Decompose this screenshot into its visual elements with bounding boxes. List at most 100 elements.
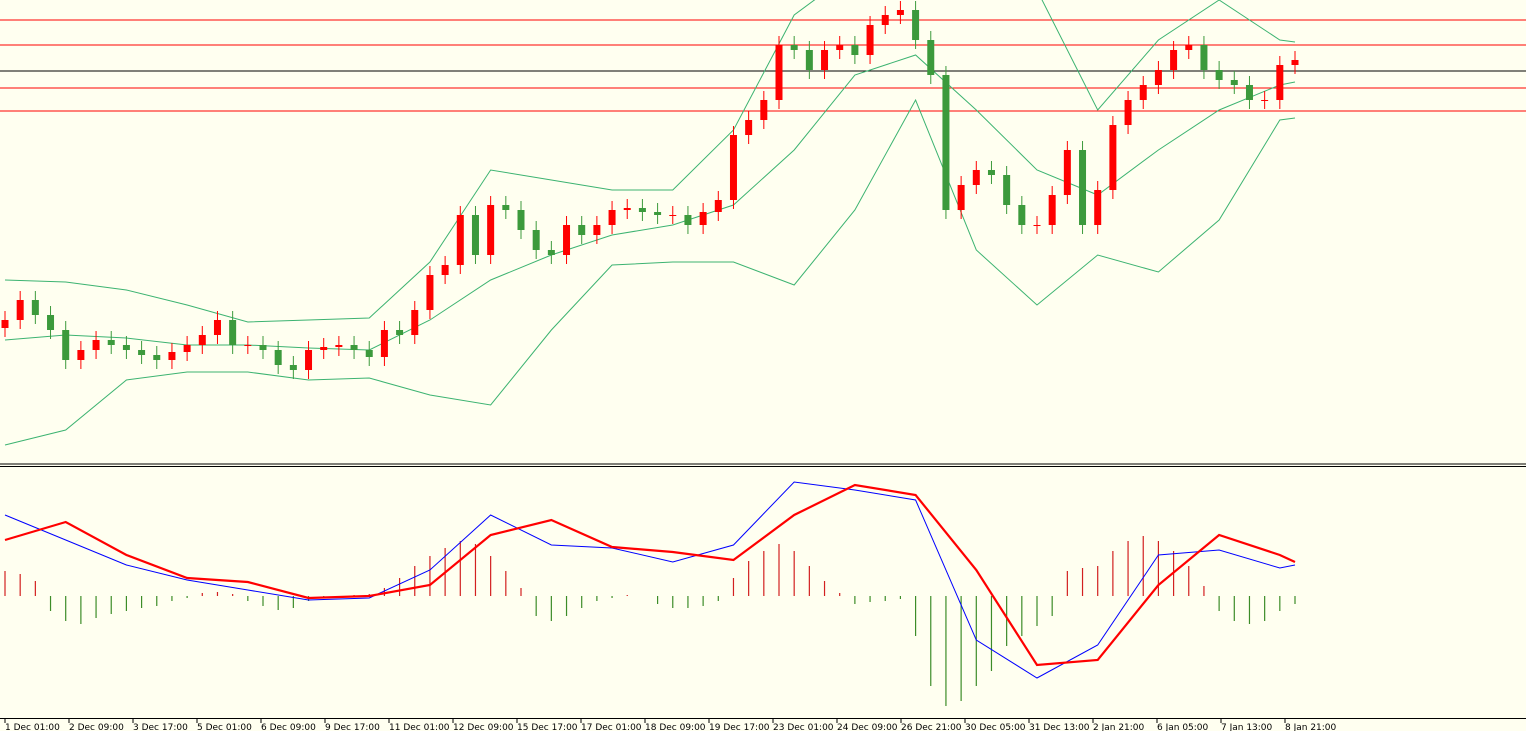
time-label: 5 Dec 01:00 (197, 723, 252, 731)
candle-body (1048, 195, 1056, 225)
price-panel (0, 0, 1526, 446)
candle-body (441, 265, 449, 275)
candle-body (699, 212, 707, 225)
candle-body (471, 215, 479, 255)
macd-line (4, 481, 1296, 679)
candle-body (1094, 190, 1102, 225)
candle-body (1079, 150, 1087, 225)
candle-body (851, 45, 859, 55)
bollinger-middle (4, 54, 1296, 351)
bollinger-lower (4, 98, 1296, 446)
candle-body (654, 212, 662, 215)
signal-line (4, 483, 1296, 667)
time-label: 6 Dec 09:00 (261, 723, 316, 731)
candle-body (896, 10, 904, 15)
candle-body (972, 170, 980, 185)
time-label: 3 Dec 17:00 (133, 723, 188, 731)
candle-body (1154, 70, 1162, 85)
candle-body (1291, 60, 1299, 65)
time-label: 12 Dec 09:00 (453, 723, 514, 731)
candle-body (229, 320, 237, 345)
candle-body (244, 345, 252, 346)
macd-panel (4, 481, 1296, 706)
candle-body (259, 345, 267, 350)
time-label: 2 Jan 21:00 (1093, 723, 1145, 731)
candle-body (274, 350, 282, 365)
candle-body (1276, 65, 1284, 100)
candle-body (593, 225, 601, 235)
time-label: 9 Dec 17:00 (325, 723, 380, 731)
candle-body (805, 50, 813, 70)
candle-body (396, 330, 404, 335)
time-label: 26 Dec 21:00 (901, 723, 962, 731)
candle-body (1124, 100, 1132, 125)
time-label: 17 Dec 01:00 (581, 723, 642, 731)
time-label: 2 Dec 09:00 (69, 723, 124, 731)
candle-body (547, 250, 555, 255)
candle-body (927, 40, 935, 75)
candle-body (1018, 205, 1026, 225)
candle-body (866, 25, 874, 55)
candle-body (775, 45, 783, 100)
time-label: 31 Dec 13:00 (1029, 723, 1090, 731)
candle-body (183, 345, 191, 352)
candle-body (62, 330, 70, 360)
candle-body (138, 350, 146, 355)
candle-body (669, 215, 677, 216)
candle-body (836, 45, 844, 50)
candle-body (456, 215, 464, 265)
candle-body (16, 300, 24, 320)
candle-body (107, 340, 115, 345)
time-label: 18 Dec 09:00 (645, 723, 706, 731)
candle-body (1215, 70, 1223, 80)
time-label: 19 Dec 17:00 (709, 723, 770, 731)
candle-body (122, 345, 130, 350)
candle-body (1033, 225, 1041, 226)
candle-body (305, 350, 313, 370)
candle-body (289, 365, 297, 370)
time-label: 30 Dec 05:00 (965, 723, 1026, 731)
candle-body (1003, 175, 1011, 205)
candle-body (198, 335, 206, 345)
candle-body (350, 345, 358, 350)
candle-body (411, 310, 419, 335)
candle-body (638, 208, 646, 212)
candle-body (1170, 50, 1178, 70)
candle-body (881, 15, 889, 25)
candle-body (957, 185, 965, 210)
candle-body (729, 135, 737, 200)
candle-body (335, 345, 343, 347)
candle-body (213, 320, 221, 335)
time-label: 24 Dec 09:00 (837, 723, 898, 731)
candle-body (426, 275, 434, 310)
candle-body (1, 320, 9, 328)
candle-body (1230, 80, 1238, 85)
time-label: 6 Jan 05:00 (1157, 723, 1209, 731)
time-label: 11 Dec 01:00 (389, 723, 450, 731)
candle-body (365, 350, 373, 357)
candle-body (31, 300, 39, 315)
candle-body (1109, 125, 1117, 190)
time-label: 23 Dec 01:00 (773, 723, 834, 731)
candle-body (1139, 85, 1147, 100)
candle-body (517, 210, 525, 230)
candle-body (623, 208, 631, 210)
time-label: 15 Dec 17:00 (517, 723, 578, 731)
candle-body (942, 75, 950, 210)
candle-body (578, 225, 586, 235)
candle-body (760, 100, 768, 120)
time-label: 8 Jan 21:00 (1285, 723, 1337, 731)
bollinger-upper (4, 0, 1296, 323)
candle-body (532, 230, 540, 250)
time-axis: 1 Dec 01:00 2 Dec 09:00 3 Dec 17:00 5 Dec 0… (4, 719, 1337, 731)
candle-body (92, 340, 100, 350)
candle-body (745, 120, 753, 135)
candle-body (1200, 45, 1208, 70)
candle-body (320, 347, 328, 350)
candle-body (1261, 100, 1269, 101)
candle-body (714, 200, 722, 212)
candle-body (987, 170, 995, 175)
candle-body (563, 225, 571, 255)
